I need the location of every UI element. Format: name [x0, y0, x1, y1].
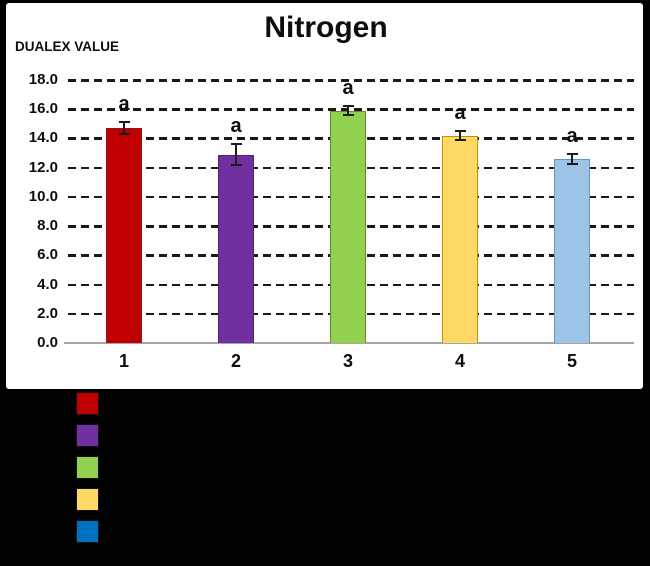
series-2-swatch [76, 424, 99, 447]
bar-2 [218, 154, 254, 343]
error-bar-cap [342, 105, 354, 108]
y-axis-label: DUALEX VALUE [15, 39, 120, 54]
bar-significance-label: a [454, 102, 466, 125]
bar-significance-label: a [230, 115, 242, 138]
error-bar-cap [454, 138, 466, 141]
y-tick-label: 18.0 [28, 71, 58, 88]
y-tick-label: 14.0 [28, 129, 58, 147]
y-tick-label: 6.0 [37, 246, 58, 264]
x-tick-label: 2 [230, 351, 241, 371]
bar-significance-label: a [342, 77, 354, 100]
series-5-swatch [76, 520, 99, 543]
legend [76, 392, 99, 552]
y-tick-label: 2.0 [37, 304, 58, 322]
bar-significance-label: a [118, 93, 130, 116]
y-tick-label: 12.0 [28, 158, 58, 176]
y-tick-label: 8.0 [37, 217, 58, 235]
error-bar-cap [230, 143, 242, 146]
bar-significance-label: a [566, 124, 578, 147]
error-bar [347, 106, 349, 116]
bar-1 [106, 128, 142, 343]
y-tick-label: 16.0 [28, 100, 58, 118]
bar-4 [442, 135, 478, 343]
series-4-swatch [76, 488, 99, 511]
error-bar-cap [118, 121, 130, 124]
error-bar [123, 122, 125, 135]
bar-5 [554, 158, 590, 343]
y-tick-label: 10.0 [28, 187, 58, 205]
plot-area: 0.0 2.0 4.0 6.0 8.0 10.0 12.0 14.0 16.0 18.0 a 1 a 2 a… [6, 3, 643, 389]
y-tick-label: 0.0 [37, 334, 58, 351]
x-tick-label: 4 [454, 351, 465, 371]
error-bar [571, 153, 573, 164]
error-bar-cap [118, 133, 130, 136]
error-bar-cap [566, 163, 578, 165]
series-1-swatch [76, 392, 99, 415]
x-tick-label: 3 [342, 351, 353, 371]
error-bar [235, 144, 237, 165]
chart-panel: Nitrogen DUALEX VALUE 0.0 2.0 4.0 6.0 8.0 10.… [6, 3, 643, 389]
gridline-18.0 [68, 79, 634, 82]
gridline-16.0 [68, 108, 634, 111]
x-tick-label: 5 [566, 351, 577, 371]
error-bar-cap [230, 163, 242, 166]
bar-3 [330, 110, 366, 343]
x-tick-label: 1 [118, 351, 129, 371]
y-tick-label: 4.0 [37, 275, 58, 293]
x-axis-line [64, 342, 634, 344]
series-3-swatch [76, 456, 99, 479]
chart-title: Nitrogen [264, 11, 388, 44]
error-bar-cap [454, 130, 466, 133]
error-bar-cap [566, 152, 578, 155]
error-bar [459, 131, 461, 140]
error-bar-cap [342, 114, 354, 117]
